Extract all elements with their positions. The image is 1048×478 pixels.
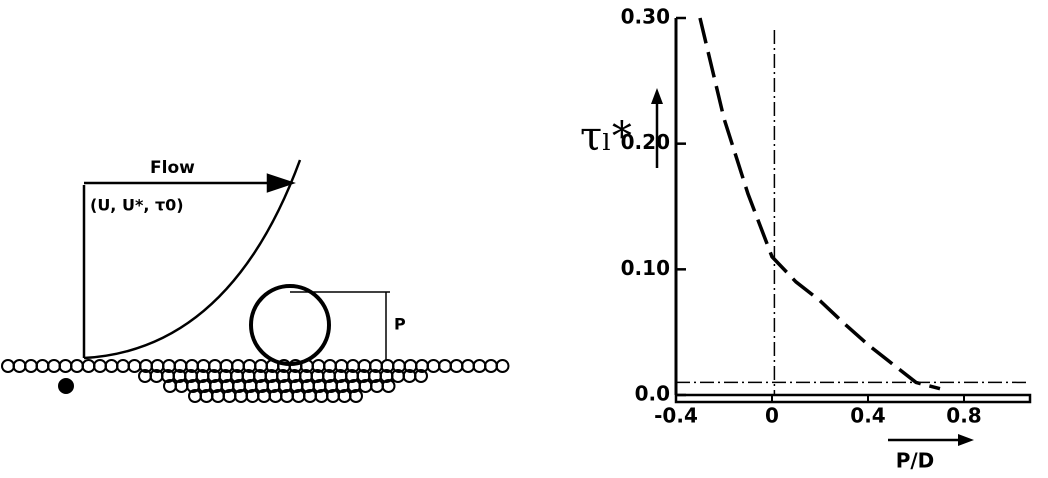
- grain: [47, 359, 61, 373]
- x-tick-label: 0.4: [850, 404, 885, 428]
- flow-label: Flow: [150, 158, 195, 178]
- grain: [438, 359, 452, 373]
- grain: [24, 359, 38, 373]
- x-tick-label: 0: [765, 404, 779, 428]
- particle: [249, 284, 331, 366]
- arrowhead: [651, 88, 663, 104]
- grain: [426, 359, 441, 373]
- data-curve: [698, 17, 941, 391]
- x-axis: [674, 393, 1032, 404]
- y-tick-label: 0.10: [621, 256, 670, 280]
- grain: [81, 359, 96, 373]
- x-tick-label: -0.4: [654, 404, 698, 428]
- grain: [349, 389, 363, 403]
- x-tick-label: 0.8: [946, 404, 981, 428]
- height-label: P: [394, 315, 406, 334]
- chart: 0.0 0.10 0.20 0.30 -0.4 0 0.4 0.8 τₗ* P/D: [580, 5, 1032, 473]
- y-tick-label: 0.30: [621, 5, 670, 29]
- x-axis-label: P/D: [896, 449, 935, 473]
- grain: [93, 359, 107, 373]
- grain: [58, 359, 73, 373]
- grain: [12, 359, 27, 373]
- grain: [1, 359, 15, 373]
- grain: [495, 359, 510, 373]
- grain: [70, 359, 84, 373]
- grain: [116, 359, 130, 373]
- grain: [484, 359, 498, 373]
- velocity-profile: [83, 159, 302, 360]
- arrowhead: [266, 173, 296, 193]
- grain: [449, 359, 464, 373]
- grain: [104, 359, 119, 373]
- grain: [381, 379, 396, 393]
- sediment-bed: [1, 359, 510, 403]
- flow-diagram: [1, 159, 510, 403]
- grain: [414, 369, 428, 383]
- y-axis-label: τₗ*: [580, 114, 632, 160]
- y-tick-label: 0.20: [621, 130, 670, 154]
- grain: [35, 359, 50, 373]
- grain: [127, 359, 142, 373]
- arrowhead: [958, 434, 974, 446]
- variables-label: (U, U*, τ0): [90, 196, 184, 215]
- grain: [472, 359, 487, 373]
- grain: [461, 359, 475, 373]
- y-tick-label: 0.0: [635, 382, 670, 406]
- grain: [58, 378, 74, 394]
